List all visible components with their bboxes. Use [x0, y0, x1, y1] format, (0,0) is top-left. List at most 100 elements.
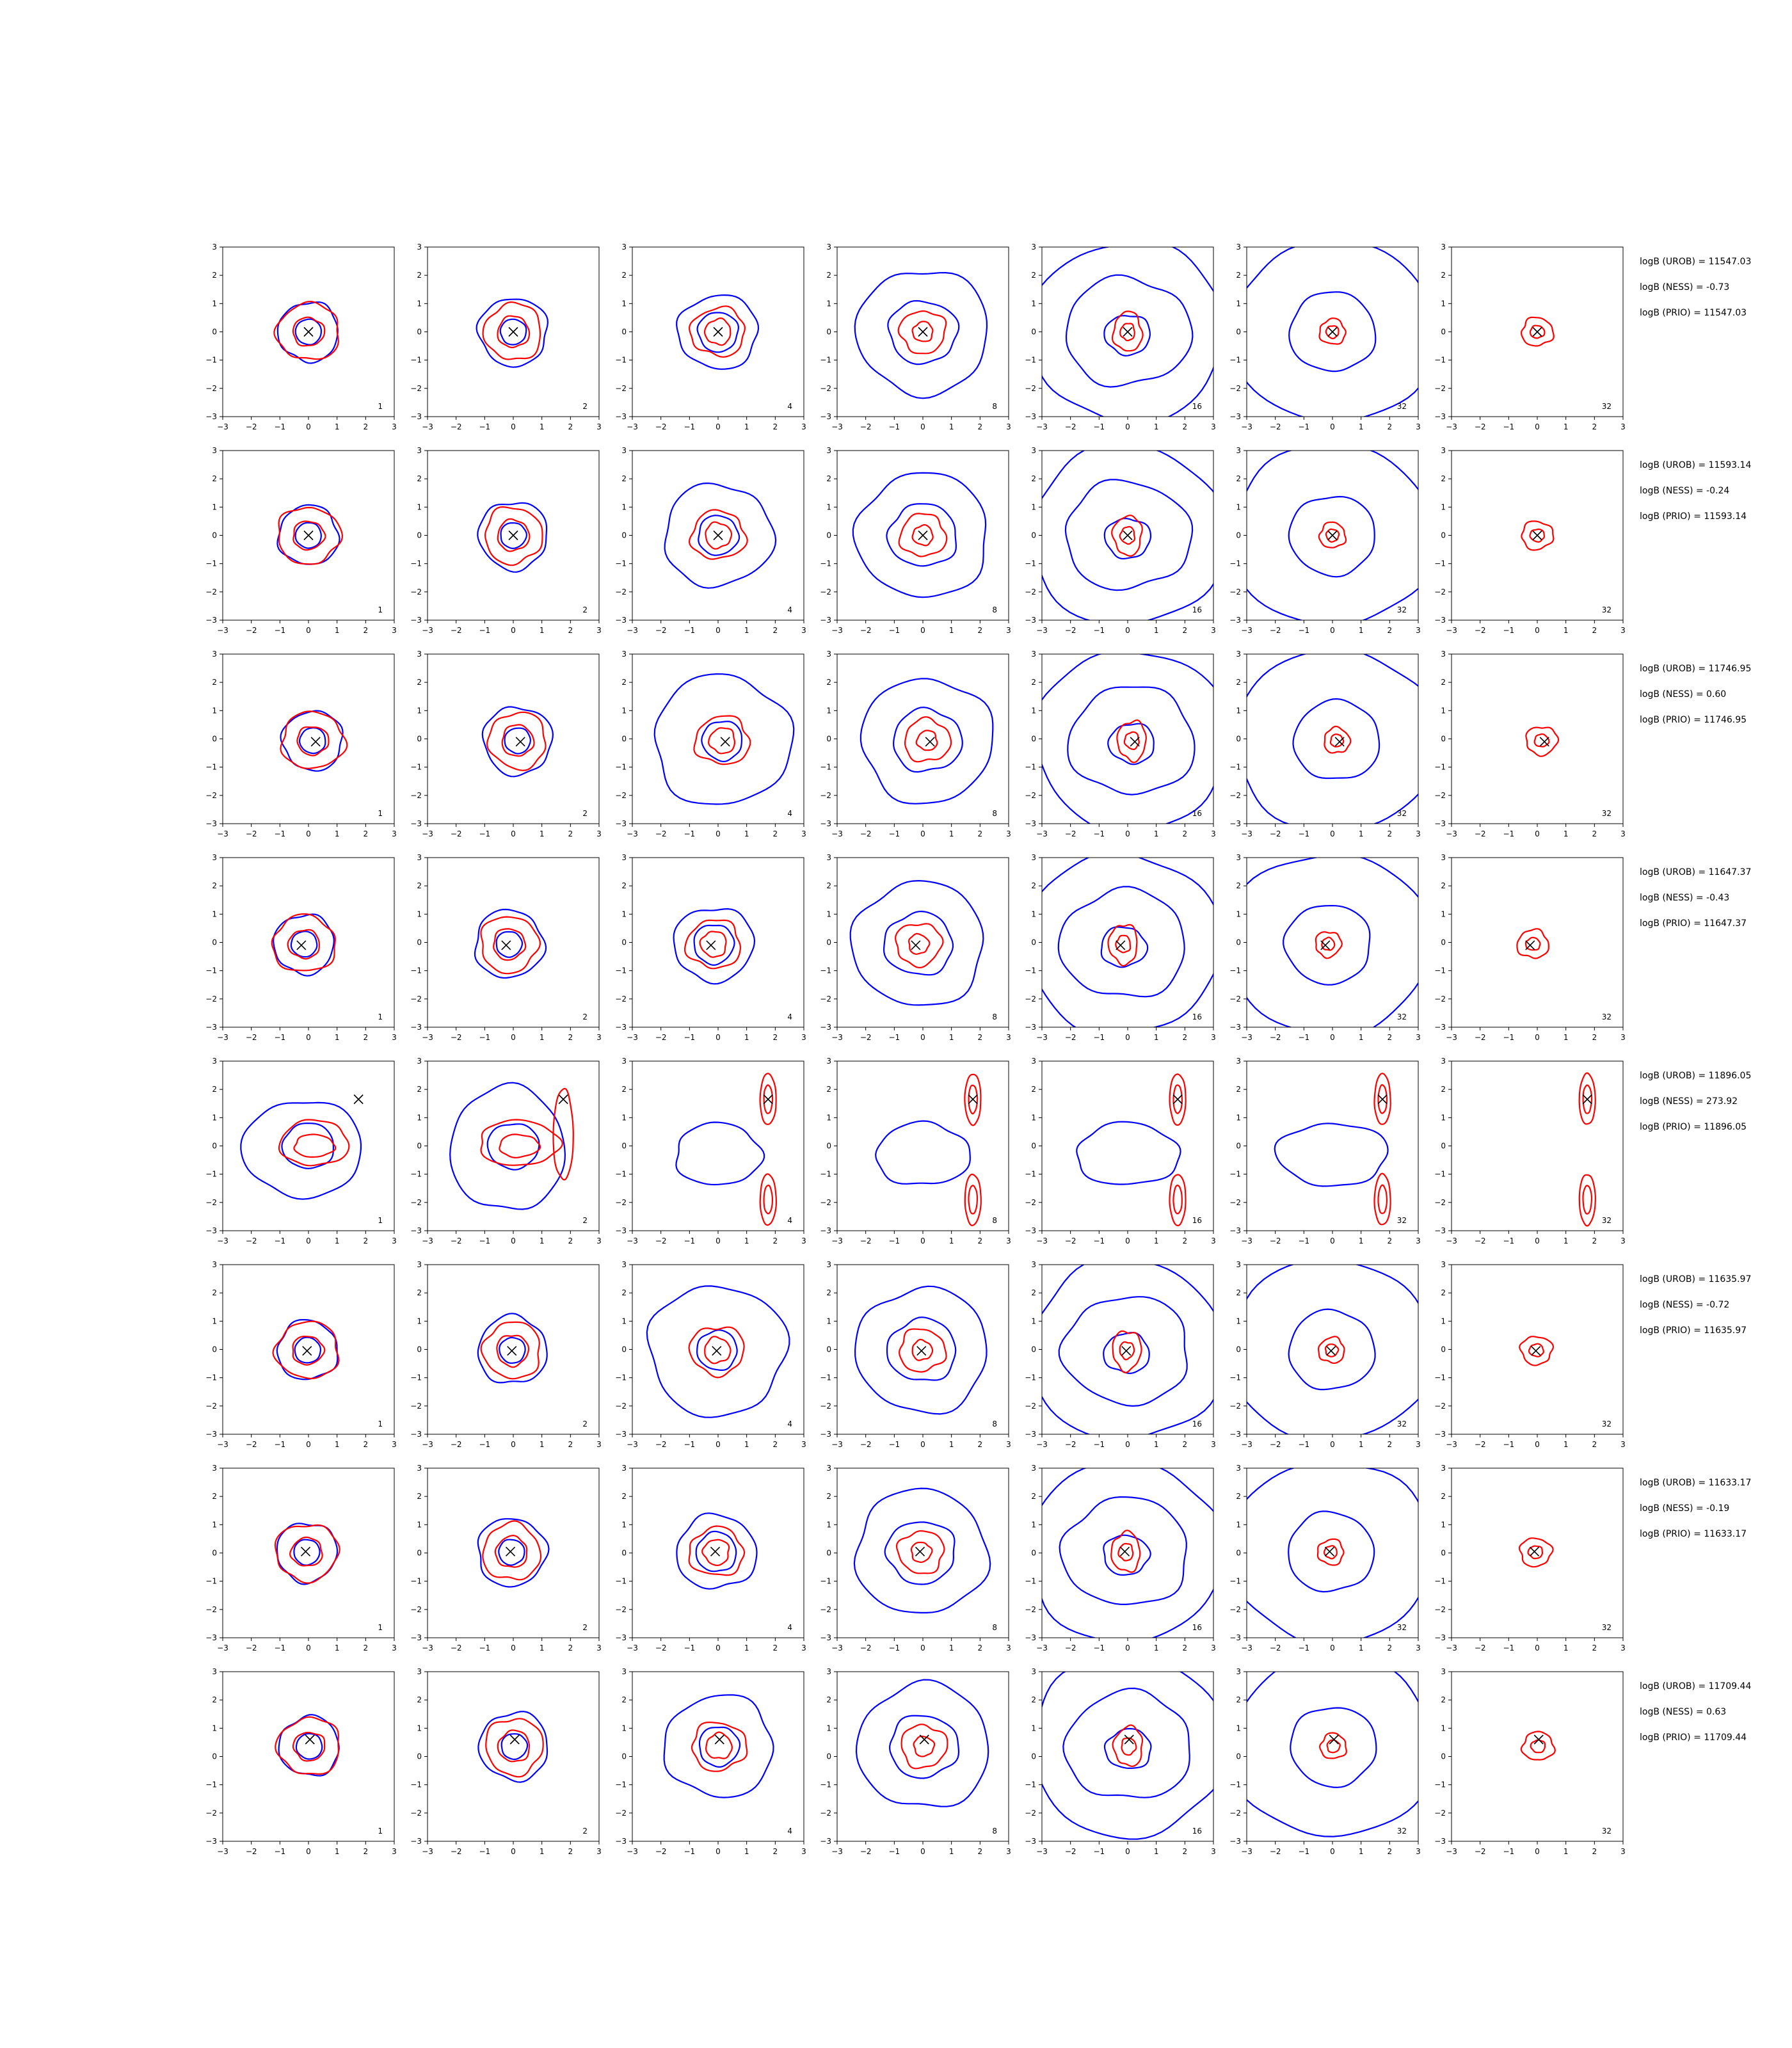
red-contour [289, 1536, 323, 1567]
y-tick-label: −2 [410, 384, 422, 393]
x-tick-label: 0 [1125, 1033, 1130, 1042]
y-tick-label: −1 [205, 356, 217, 365]
y-tick-label: −3 [1025, 616, 1036, 625]
y-tick-label: 3 [1236, 650, 1241, 659]
x-tick-label: 3 [1211, 1033, 1216, 1042]
blue-contour [1107, 723, 1155, 765]
y-tick-label: 0 [212, 1549, 217, 1558]
x-tick-label: −3 [1446, 422, 1457, 431]
x-tick-label: −3 [831, 1847, 843, 1856]
y-tick-label: 0 [621, 1752, 627, 1761]
y-tick-label: 3 [212, 243, 217, 252]
x-tick-label: 0 [920, 1033, 925, 1042]
contour-layer [1519, 1336, 1555, 1366]
red-contour [898, 513, 948, 557]
panel-corner-label: 8 [992, 605, 997, 614]
y-tick-label: 1 [1031, 706, 1036, 715]
y-tick-label: 3 [621, 1260, 627, 1269]
x-tick-label: 0 [306, 1033, 311, 1042]
contour-layer [855, 1679, 989, 1807]
y-tick-label: 3 [1236, 1260, 1241, 1269]
panel-corner-label: 32 [1602, 1420, 1612, 1428]
contour-layer [675, 1073, 778, 1226]
blue-contour [854, 1285, 988, 1415]
red-contour [1172, 1084, 1183, 1114]
y-tick-label: 2 [212, 474, 217, 483]
y-tick-label: −2 [205, 791, 217, 800]
x-tick-label: −1 [1503, 1847, 1514, 1856]
red-contour [497, 315, 531, 349]
x-tick-label: −1 [888, 1236, 900, 1245]
y-tick-label: −2 [1025, 1198, 1036, 1207]
x-tick-label: 3 [1620, 1440, 1626, 1449]
y-tick-label: −2 [820, 1198, 831, 1207]
contour-layer [1042, 858, 1213, 1027]
y-tick-label: 3 [621, 243, 627, 252]
red-contour [1582, 1084, 1593, 1114]
x-tick-label: 1 [744, 1440, 749, 1449]
x-tick-label: 2 [1183, 1440, 1188, 1449]
y-tick-label: 2 [1031, 1695, 1036, 1704]
x-tick-label: −1 [1093, 1847, 1105, 1856]
contour-layer [1578, 1072, 1596, 1227]
red-contour [480, 1119, 563, 1166]
red-contour [1324, 1343, 1340, 1357]
panel-r5-c7: −3 −2 −1 0 1 2 3 −3 −2 −1 0 1 2 3 32 [1434, 1057, 1626, 1245]
y-tick-label: 3 [1441, 650, 1446, 659]
y-tick-label: 1 [1236, 1520, 1241, 1529]
red-contour [1521, 520, 1555, 551]
y-tick-label: −2 [615, 1402, 627, 1411]
x-tick-label: 3 [1006, 626, 1011, 635]
y-tick-label: 0 [1441, 1142, 1446, 1151]
y-tick-label: −1 [1229, 1373, 1241, 1382]
y-tick-label: 1 [826, 909, 831, 918]
y-tick-label: 1 [212, 706, 217, 715]
axes-frame [1246, 1468, 1419, 1638]
panel-r5-c2: −3 −2 −1 0 1 2 3 −3 −2 −1 0 1 2 3 2 [410, 1057, 602, 1245]
marker-x-point [915, 1546, 925, 1556]
x-tick-label: 2 [1592, 829, 1597, 838]
blue-contour [1247, 1468, 1418, 1638]
logb-annotation: logB (NESS) = 0.60 [1640, 689, 1726, 700]
x-tick-label: −3 [1446, 1236, 1457, 1245]
y-tick-label: 0 [1236, 1549, 1241, 1558]
red-contour [292, 520, 326, 551]
y-tick-label: 0 [1441, 1549, 1446, 1558]
x-tick-label: 3 [596, 422, 602, 431]
red-contour [915, 730, 938, 751]
y-tick-label: −2 [205, 1605, 217, 1614]
x-tick-label: 1 [744, 422, 749, 431]
marker-x-point [507, 1346, 517, 1356]
x-tick-label: −1 [684, 626, 695, 635]
x-tick-label: 2 [978, 1440, 983, 1449]
x-tick-label: −3 [217, 829, 228, 838]
blue-contour [495, 931, 524, 958]
blue-contour [1288, 495, 1375, 578]
red-contour [1111, 310, 1144, 352]
axes-frame [632, 1468, 804, 1638]
x-tick-label: 1 [1154, 1236, 1159, 1245]
y-tick-label: 1 [1236, 1113, 1241, 1122]
x-tick-label: 0 [306, 1644, 311, 1652]
panel-r6-c2: −3 −2 −1 0 1 2 3 −3 −2 −1 0 1 2 3 2 [410, 1260, 602, 1449]
x-tick-label: 0 [716, 829, 721, 838]
x-tick-label: 0 [1330, 1847, 1335, 1856]
x-tick-label: −1 [684, 1440, 695, 1449]
panel-corner-label: 32 [1397, 1012, 1407, 1021]
x-tick-label: 3 [392, 422, 397, 431]
x-tick-label: −2 [451, 1644, 462, 1652]
red-contour [1528, 1343, 1544, 1357]
panel-corner-label: 4 [787, 809, 792, 818]
logb-annotation: logB (NESS) = 0.63 [1640, 1707, 1726, 1717]
x-tick-label: −3 [1036, 626, 1048, 635]
x-tick-label: −2 [246, 1236, 257, 1245]
x-tick-label: −2 [1065, 626, 1076, 635]
red-contour [895, 1530, 945, 1574]
x-tick-label: 3 [1416, 1440, 1421, 1449]
x-tick-label: −2 [246, 422, 257, 431]
red-contour [501, 724, 535, 757]
x-tick-label: 0 [511, 422, 516, 431]
x-tick-label: −1 [684, 1644, 695, 1652]
panel-r7-c7: −3 −2 −1 0 1 2 3 −3 −2 −1 0 1 2 3 32 [1434, 1464, 1626, 1652]
y-tick-label: 0 [212, 1752, 217, 1761]
